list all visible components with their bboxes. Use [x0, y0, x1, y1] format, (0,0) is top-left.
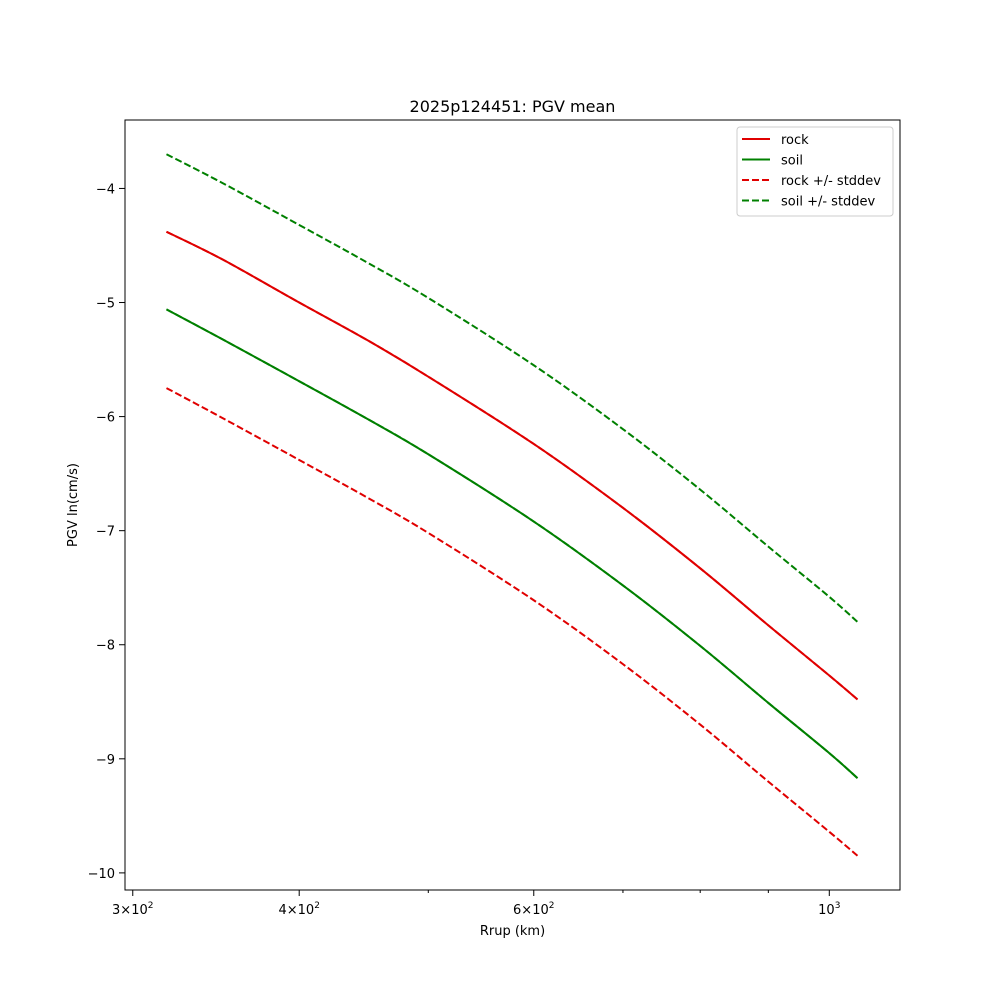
plot-frame	[124, 119, 901, 891]
y-tick-label: −8	[96, 639, 115, 654]
legend: rock soil rock +/- stddev soil +/- stddev	[736, 126, 894, 217]
series-line-soil-1	[166, 308, 859, 779]
series-line-rock-stddev-3	[166, 387, 859, 857]
x-axis-label: Rrup (km)	[480, 924, 545, 939]
legend-label: rock +/- stddev	[781, 174, 881, 189]
plot-lines	[166, 153, 859, 857]
y-axis: −10 −9 −8 −7 −6 −5 −4	[88, 182, 125, 882]
legend-label: soil +/- stddev	[781, 195, 876, 210]
y-tick-label: −5	[96, 297, 115, 312]
y-tick-label: −7	[96, 525, 115, 540]
series-line-rock-0	[166, 230, 859, 701]
y-tick-label: −9	[96, 753, 115, 768]
legend-label: soil	[781, 154, 803, 169]
legend-box	[736, 126, 894, 217]
x-tick-label: 6×102	[513, 901, 554, 918]
x-tick-label: 3×102	[112, 901, 153, 918]
y-axis-label: PGV ln(cm/s)	[66, 463, 81, 547]
y-tick-label: −4	[96, 182, 115, 197]
series-line-soil-stddev-4	[166, 153, 859, 623]
x-tick-label: 4×102	[278, 901, 319, 918]
series-line-rock-stddev-2	[166, 230, 859, 701]
legend-label: rock	[781, 133, 809, 148]
y-tick-label: −6	[96, 411, 115, 426]
x-tick-label: 103	[818, 901, 840, 918]
y-tick-label: −10	[88, 867, 115, 882]
series-line-soil-stddev-5	[166, 308, 859, 779]
x-axis: 3×102 4×102 6×102 103	[112, 890, 840, 918]
chart-title: 2025p124451: PGV mean	[410, 97, 616, 116]
